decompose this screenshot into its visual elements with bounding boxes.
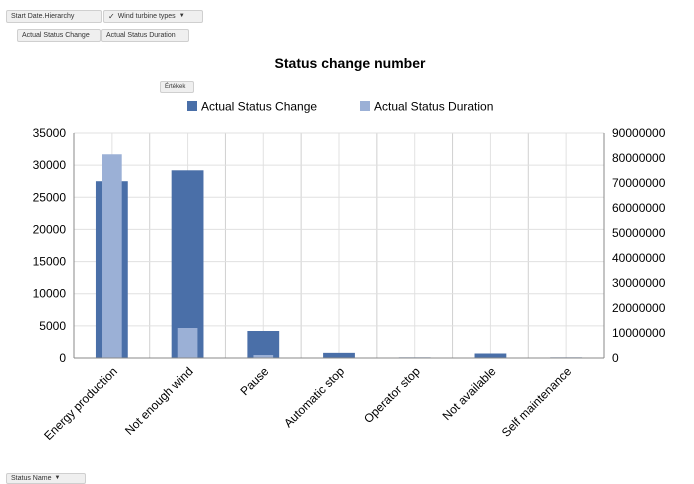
y-right-tick-label: 20000000: [612, 301, 666, 315]
x-category-label: Automatic stop: [281, 364, 347, 430]
y-right-tick-label: 70000000: [612, 176, 666, 190]
start-date-filter-label: Start Date.Hierarchy: [11, 13, 75, 20]
y-right-tick-label: 90000000: [612, 126, 666, 140]
x-category-label: Self maintenance: [499, 364, 575, 440]
wind-turbine-types-filter-button[interactable]: ✓ Wind turbine types ▼: [103, 10, 203, 23]
x-category-label: Pause: [237, 364, 271, 398]
chart-title: Status change number: [275, 55, 426, 71]
y-left-tick-label: 10000: [33, 287, 67, 301]
actual-status-duration-field-button[interactable]: Actual Status Duration: [101, 29, 189, 42]
legend-label-actual-status-change: Actual Status Change: [201, 100, 317, 114]
bar-actual-status-change: [474, 353, 507, 358]
actual-status-duration-field-label: Actual Status Duration: [106, 32, 176, 39]
wind-turbine-types-label: Wind turbine types: [117, 13, 176, 20]
y-left-tick-label: 15000: [33, 255, 67, 269]
actual-status-change-field-button[interactable]: Actual Status Change: [17, 29, 101, 42]
legend-label-actual-status-duration: Actual Status Duration: [374, 100, 493, 114]
y-right-tick-label: 10000000: [612, 326, 666, 340]
chevron-down-icon: ▼: [178, 13, 185, 19]
y-right-tick-label: 30000000: [612, 276, 666, 290]
y-right-tick-label: 50000000: [612, 226, 666, 240]
bar-actual-status-change: [171, 170, 204, 358]
bar-actual-status-duration: [253, 355, 274, 358]
start-date-filter-button[interactable]: Start Date.Hierarchy: [6, 10, 102, 23]
y-right-tick-label: 60000000: [612, 201, 666, 215]
y-left-tick-label: 25000: [33, 190, 67, 204]
legend-swatch-actual-status-change: [187, 101, 197, 111]
bar-actual-status-change: [323, 352, 355, 358]
y-left-tick-label: 30000: [33, 158, 67, 172]
bar-actual-status-duration: [102, 154, 122, 358]
gridlines: [73, 132, 605, 359]
x-category-label: Not available: [440, 364, 499, 423]
y-left-tick-label: 0: [59, 351, 66, 365]
bar-actual-status-change: [247, 331, 280, 358]
y-right-tick-label: 80000000: [612, 151, 666, 165]
y-right-tick-label: 40000000: [612, 251, 666, 265]
bars: [95, 154, 583, 358]
y-left-tick-label: 20000: [33, 222, 67, 236]
x-category-label: Not enough wind: [122, 364, 196, 438]
y-left-tick-label: 35000: [33, 126, 67, 140]
chevron-down-icon: ▼: [54, 475, 61, 481]
legend-swatch-actual-status-duration: [360, 101, 370, 111]
values-field-label: Értékek: [165, 83, 186, 90]
axes: [73, 133, 605, 359]
funnel-check-icon: ✓: [108, 12, 115, 21]
status-name-field-label: Status Name: [11, 475, 52, 482]
values-field-button[interactable]: Értékek: [160, 81, 194, 93]
bar-actual-status-duration: [177, 328, 198, 358]
x-category-label: Operator stop: [361, 364, 423, 426]
x-category-label: Energy production: [41, 364, 120, 443]
y-left-tick-label: 5000: [39, 319, 66, 333]
y-right-tick-label: 0: [612, 351, 619, 365]
actual-status-change-field-label: Actual Status Change: [22, 32, 90, 39]
